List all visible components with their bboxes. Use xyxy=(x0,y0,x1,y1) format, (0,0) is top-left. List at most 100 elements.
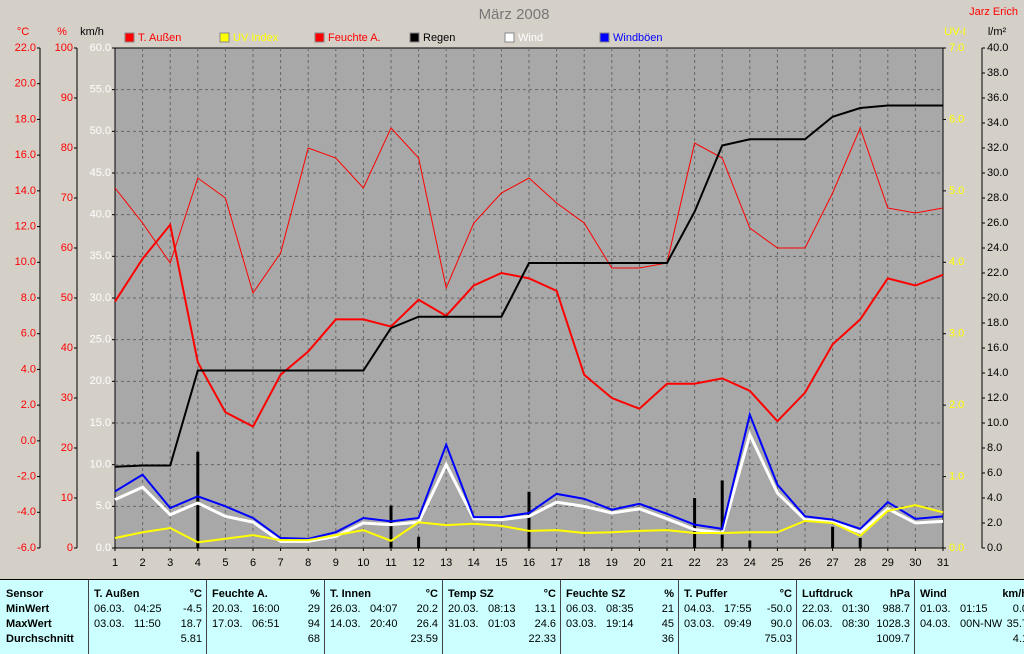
series-line xyxy=(114,430,944,543)
column-separator xyxy=(678,580,679,654)
table-cell: 17:55 xyxy=(724,603,752,615)
table-cell: 04.03. xyxy=(920,618,951,630)
y-tick-label: 0.0 xyxy=(96,542,111,554)
table-cell: % xyxy=(664,588,674,600)
rain-bar xyxy=(417,536,421,548)
y-tick-label: 6.0 xyxy=(21,328,36,340)
rain-bar xyxy=(720,480,724,548)
table-cell: °C xyxy=(779,588,792,600)
x-tick-label: 3 xyxy=(167,557,173,569)
legend-swatch xyxy=(599,32,610,43)
y-tick-label: 16.0 xyxy=(15,149,36,161)
y-tick-label: 34.0 xyxy=(987,117,1008,129)
x-tick-label: 22 xyxy=(688,557,700,569)
y-tick-label: 70 xyxy=(61,192,73,204)
table-cell: °C xyxy=(543,588,556,600)
table-cell: 03.03. xyxy=(566,618,597,630)
y-tick-label: 4.0 xyxy=(21,363,36,375)
y-tick-label: 6.0 xyxy=(987,467,1002,479)
x-tick-label: 18 xyxy=(578,557,590,569)
table-cell: 4.1 xyxy=(1012,633,1024,645)
table-cell: 45 xyxy=(661,618,674,630)
table-cell: 04:07 xyxy=(370,603,398,615)
y-tick-label: 12.0 xyxy=(987,392,1008,404)
table-cell: 08:30 xyxy=(842,618,870,630)
table-cell: 17.03. xyxy=(212,618,243,630)
y-tick-label: 40 xyxy=(61,342,73,354)
x-tick-label: 31 xyxy=(937,557,949,569)
table-cell: 94 xyxy=(307,618,320,630)
y-tick-label: 50.0 xyxy=(90,125,111,137)
table-cell: 04.03. xyxy=(684,603,715,615)
table-cell: T. Außen xyxy=(94,588,140,600)
table-cell: 09:49 xyxy=(724,618,752,630)
y-tick-label: 7.0 xyxy=(949,42,964,54)
legend-label: Feuchte A. xyxy=(328,32,381,44)
y-tick-label: 14.0 xyxy=(987,367,1008,379)
y-tick-label: 32.0 xyxy=(987,142,1008,154)
column-separator xyxy=(206,580,207,654)
table-cell: Wind xyxy=(920,588,947,600)
table-cell: hPa xyxy=(889,588,910,600)
y-tick-label: 2.0 xyxy=(21,399,36,411)
y-tick-label: 30.0 xyxy=(987,167,1008,179)
x-tick-label: 24 xyxy=(744,557,756,569)
series-line xyxy=(114,104,943,468)
legend-label: T. Außen xyxy=(138,32,181,44)
table-cell: 29 xyxy=(307,603,320,615)
table-cell: 01:15 xyxy=(960,603,988,615)
table-cell: 11:50 xyxy=(134,618,161,630)
column-separator xyxy=(560,580,561,654)
table-cell: 36 xyxy=(661,633,674,645)
series-line xyxy=(114,411,944,540)
table-cell: 08:13 xyxy=(488,603,516,615)
table-cell: 26.4 xyxy=(416,618,438,630)
table-cell: 31.03. xyxy=(448,618,479,630)
x-tick-label: 15 xyxy=(495,557,507,569)
table-cell: 20.2 xyxy=(416,603,438,615)
table-cell: 03.03. xyxy=(94,618,125,630)
table-cell: km/h xyxy=(1002,588,1024,600)
x-tick-label: 23 xyxy=(716,557,728,569)
series-line xyxy=(114,504,944,544)
y-tick-label: 100 xyxy=(55,42,73,54)
y-tick-label: 10.0 xyxy=(987,417,1008,429)
x-tick-label: 2 xyxy=(140,557,146,569)
x-tick-label: 9 xyxy=(333,557,339,569)
table-cell: 24.6 xyxy=(534,618,556,630)
axis-title: l/m² xyxy=(988,26,1007,38)
legend-label: Windböen xyxy=(613,32,663,44)
x-tick-label: 11 xyxy=(385,557,396,569)
y-tick-label: 28.0 xyxy=(987,192,1008,204)
y-tick-label: 5.0 xyxy=(96,500,111,512)
x-tick-label: 28 xyxy=(854,557,866,569)
rain-bar xyxy=(527,491,531,548)
legend-swatch xyxy=(219,32,230,43)
column-separator xyxy=(796,580,797,654)
y-tick-label: 50 xyxy=(61,292,73,304)
table-cell: 00N-NW xyxy=(960,618,1003,630)
y-tick-label: 22.0 xyxy=(15,42,36,54)
table-cell: Feuchte A. xyxy=(212,588,268,600)
table-cell: 75.03 xyxy=(764,633,792,645)
chart-title: März 2008 xyxy=(479,6,550,23)
x-tick-label: 7 xyxy=(278,557,284,569)
series-line xyxy=(114,126,944,295)
x-tick-label: 13 xyxy=(440,557,452,569)
table-cell: 20:40 xyxy=(370,618,398,630)
table-cell: 04:25 xyxy=(134,603,162,615)
table-cell: 35.7 xyxy=(1006,618,1024,630)
y-tick-label: 0.0 xyxy=(21,435,36,447)
rain-bar xyxy=(748,540,752,548)
table-cell: 06.03. xyxy=(566,603,597,615)
legend-swatch xyxy=(314,32,325,43)
legend-label: Regen xyxy=(423,32,455,44)
y-tick-label: 90 xyxy=(61,92,73,104)
x-tick-label: 29 xyxy=(882,557,894,569)
y-tick-label: 45.0 xyxy=(90,167,111,179)
y-tick-label: 1.0 xyxy=(949,470,964,482)
x-tick-label: 30 xyxy=(909,557,921,569)
x-tick-label: 20 xyxy=(633,557,645,569)
table-cell: 16:00 xyxy=(252,603,280,615)
table-cell: 1028.3 xyxy=(876,618,910,630)
